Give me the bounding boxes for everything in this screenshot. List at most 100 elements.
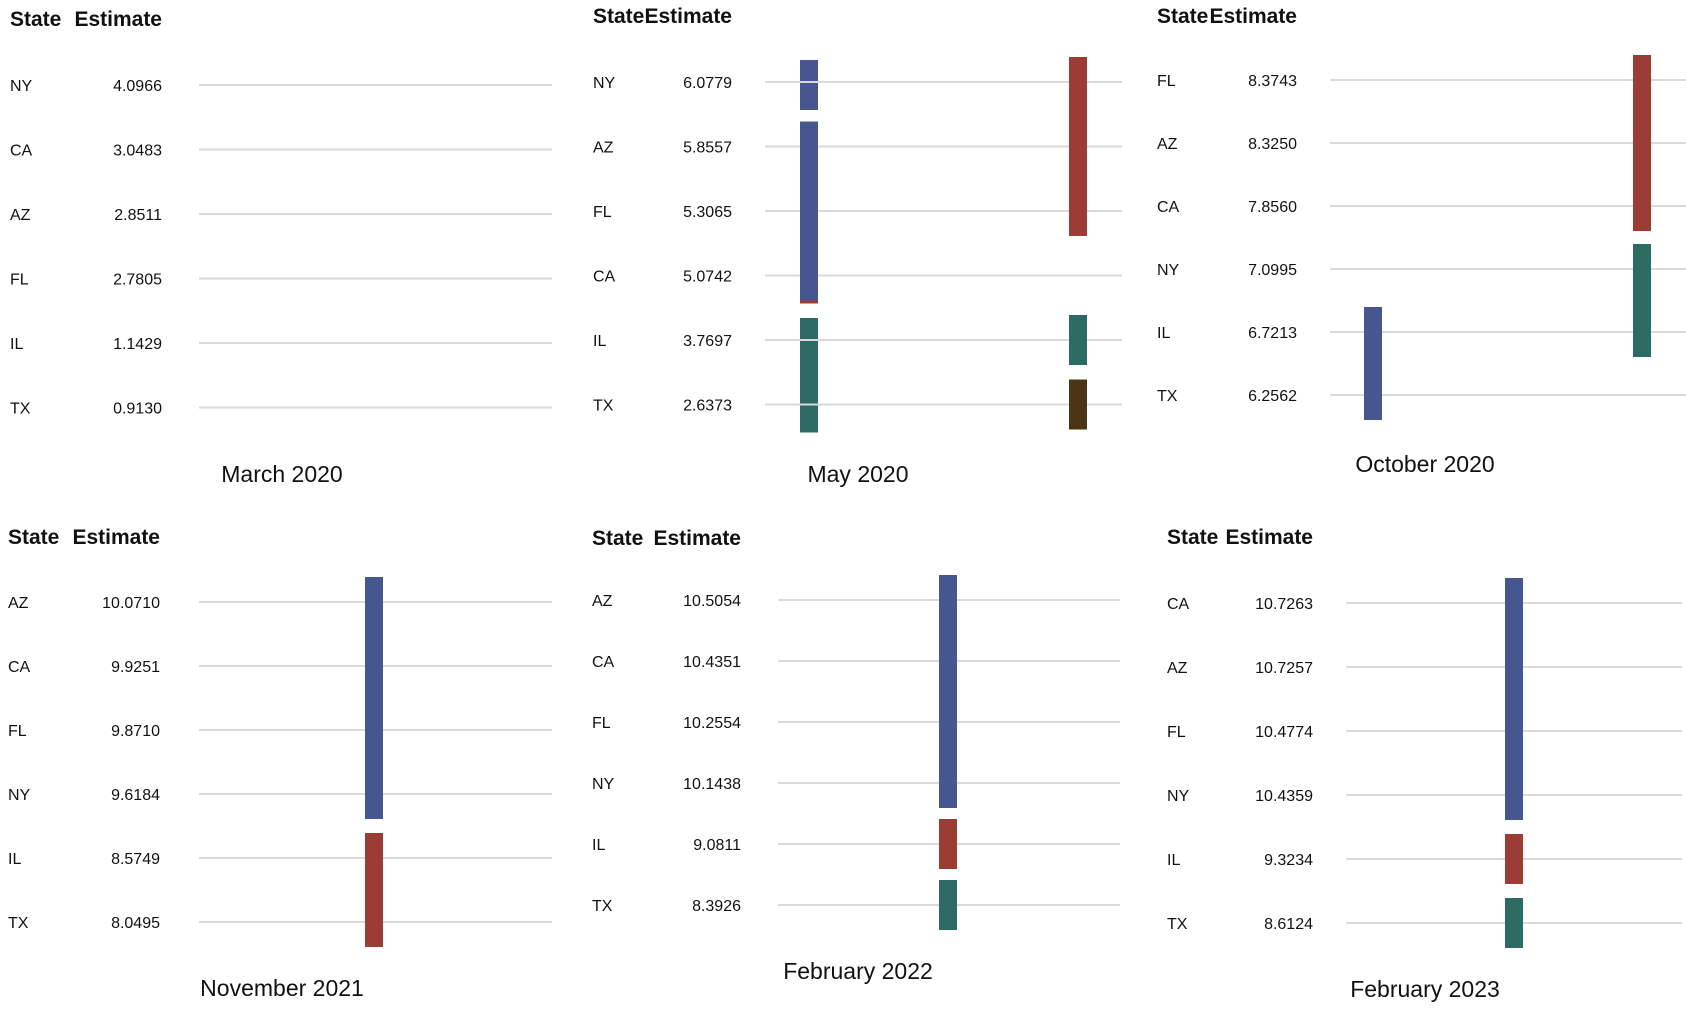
chart-panel: State Estimate AZ 10.5054 CA 10.4351 FL 10.2554… xyxy=(592,527,1120,984)
header-estimate: Estimate xyxy=(72,526,160,549)
header-estimate: Estimate xyxy=(74,8,162,31)
estimate-value: 7.8560 xyxy=(1248,199,1297,216)
group-bar-teal xyxy=(1069,315,1087,365)
group-bar-red xyxy=(939,819,957,869)
group-bar-blue xyxy=(800,60,818,110)
estimate-value: 4.0966 xyxy=(113,78,162,95)
state-label: FL xyxy=(593,204,612,221)
estimate-value: 10.5054 xyxy=(683,593,741,610)
state-label: TX xyxy=(8,915,29,932)
estimate-value: 10.7257 xyxy=(1255,660,1313,677)
header-state: State xyxy=(1167,526,1218,549)
estimate-value: 7.0995 xyxy=(1248,262,1297,279)
estimate-value: 3.7697 xyxy=(683,333,732,350)
state-label: NY xyxy=(1157,262,1180,279)
group-bar-teal xyxy=(1633,244,1651,357)
state-label: IL xyxy=(1167,852,1180,869)
chart-panel: State Estimate CA 10.7263 AZ 10.7257 FL 10.4774… xyxy=(1167,526,1682,1002)
state-label: AZ xyxy=(593,140,614,157)
estimate-value: 8.0495 xyxy=(111,915,160,932)
estimate-value: 10.4351 xyxy=(683,654,741,671)
group-bar-teal xyxy=(1505,898,1523,948)
state-label: TX xyxy=(592,898,613,915)
estimate-value: 1.1429 xyxy=(113,336,162,353)
estimate-value: 9.6184 xyxy=(111,787,160,804)
estimate-value: 10.7263 xyxy=(1255,596,1313,613)
state-label: TX xyxy=(1157,388,1178,405)
panel-title: November 2021 xyxy=(200,975,364,1001)
state-label: NY xyxy=(592,776,615,793)
header-estimate: Estimate xyxy=(1225,526,1313,549)
estimate-value: 8.3743 xyxy=(1248,73,1297,90)
header-state: State xyxy=(1157,5,1208,28)
estimate-value: 2.8511 xyxy=(114,207,162,224)
state-label: AZ xyxy=(8,595,29,612)
state-label: FL xyxy=(8,723,27,740)
state-label: NY xyxy=(8,787,31,804)
estimate-value: 6.0779 xyxy=(683,75,732,92)
state-label: AZ xyxy=(592,593,613,610)
estimate-value: 8.3926 xyxy=(692,898,741,915)
header-estimate: Estimate xyxy=(644,5,732,28)
group-bar-blue xyxy=(939,575,957,808)
estimate-value: 0.9130 xyxy=(113,401,162,418)
state-label: AZ xyxy=(10,207,31,224)
estimate-value: 10.4359 xyxy=(1255,788,1313,805)
estimate-value: 10.2554 xyxy=(683,715,741,732)
state-label: NY xyxy=(593,75,616,92)
state-label: CA xyxy=(1157,199,1180,216)
group-bar-blue xyxy=(365,577,383,819)
estimate-value: 8.5749 xyxy=(111,851,160,868)
panel-title: February 2022 xyxy=(783,958,933,984)
group-bar-blue xyxy=(800,121,818,301)
state-label: IL xyxy=(8,851,21,868)
estimate-value: 10.0710 xyxy=(102,595,160,612)
estimate-value: 9.0811 xyxy=(693,837,741,854)
estimate-value: 9.8710 xyxy=(111,723,160,740)
group-bar-teal xyxy=(800,318,818,433)
state-label: AZ xyxy=(1157,136,1178,153)
panel-title: October 2020 xyxy=(1355,451,1494,477)
estimate-value: 6.2562 xyxy=(1248,388,1297,405)
header-estimate: Estimate xyxy=(1209,5,1297,28)
panel-title: March 2020 xyxy=(221,461,342,487)
group-bar-red xyxy=(1633,55,1651,231)
estimate-value: 5.3065 xyxy=(683,204,732,221)
state-label: FL xyxy=(1157,73,1176,90)
estimate-value: 6.7213 xyxy=(1248,325,1297,342)
state-label: IL xyxy=(593,333,606,350)
state-label: TX xyxy=(10,401,31,418)
header-state: State xyxy=(593,5,644,28)
chart-panel: State Estimate FL 8.3743 AZ 8.3250 CA 7.8560 NY 7… xyxy=(1157,5,1686,477)
state-label: CA xyxy=(10,143,33,160)
state-label: IL xyxy=(592,837,605,854)
state-label: FL xyxy=(592,715,611,732)
estimate-value: 3.0483 xyxy=(113,143,162,160)
group-bar-red xyxy=(1505,834,1523,884)
state-label: CA xyxy=(593,269,616,286)
estimate-value: 5.8557 xyxy=(683,140,732,157)
state-label: IL xyxy=(10,336,23,353)
group-bar-blue xyxy=(1505,578,1523,820)
state-label: CA xyxy=(8,659,31,676)
panel-title: February 2023 xyxy=(1350,976,1500,1002)
estimate-value: 8.3250 xyxy=(1248,136,1297,153)
estimate-value: 9.3234 xyxy=(1264,852,1313,869)
group-bar-teal xyxy=(939,880,957,930)
estimate-value: 2.6373 xyxy=(683,398,732,415)
header-state: State xyxy=(592,527,643,550)
state-label: CA xyxy=(592,654,615,671)
estimate-value: 5.0742 xyxy=(683,269,732,286)
state-label: FL xyxy=(1167,724,1186,741)
header-state: State xyxy=(8,526,59,549)
header-estimate: Estimate xyxy=(653,527,741,550)
estimate-value: 10.1438 xyxy=(683,776,741,793)
chart-panel: State Estimate NY 6.0779 AZ 5.8557 FL 5.3065 CA 5… xyxy=(593,5,1122,487)
estimate-value: 8.6124 xyxy=(1264,916,1313,933)
state-label: NY xyxy=(1167,788,1190,805)
panel-title: May 2020 xyxy=(807,461,908,487)
estimate-value: 2.7805 xyxy=(113,272,162,289)
state-label: TX xyxy=(593,398,614,415)
